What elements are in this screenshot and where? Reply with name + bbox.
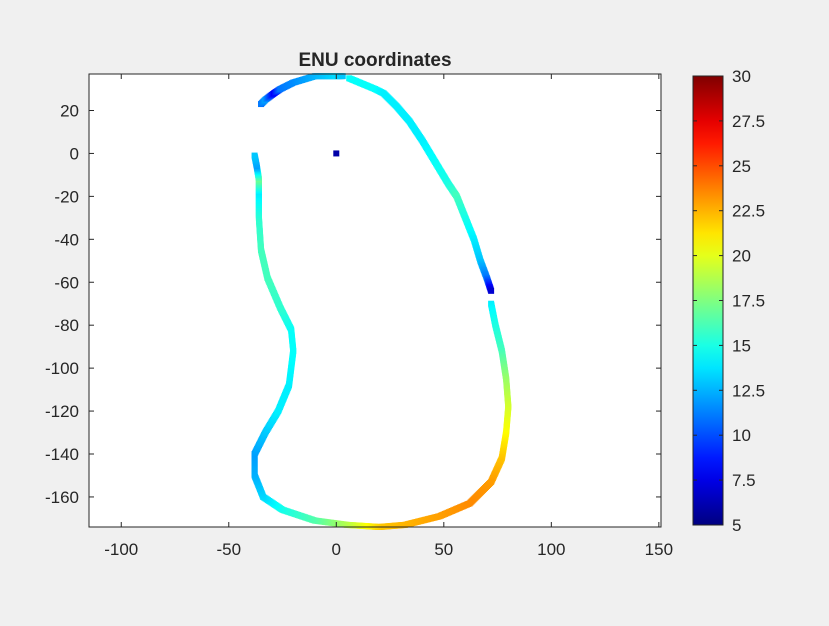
plot-box <box>88 73 662 528</box>
y-axis: 20 0 -20 -40 -60 -80 -100 -120 -140 -160 <box>45 101 661 507</box>
data-marker <box>488 287 495 294</box>
x-tick-label: 0 <box>332 540 341 559</box>
x-tick-label: 150 <box>645 540 673 559</box>
x-axis: -100 -50 0 50 100 150 <box>104 74 673 559</box>
plot-area <box>89 74 661 527</box>
colorbar-tick-label: 12.5 <box>732 381 765 400</box>
y-tick-label: -40 <box>54 230 79 249</box>
y-tick-label: 0 <box>70 144 79 163</box>
x-tick-label: -100 <box>104 540 138 559</box>
y-tick-label: -120 <box>45 402 79 421</box>
colorbar-tick-label: 15 <box>732 336 751 355</box>
colorbar-tick-label: 30 <box>732 67 751 86</box>
colorbar-tick-label: 20 <box>732 247 751 266</box>
data-marker <box>339 73 346 80</box>
colorbar-tick-label: 27.5 <box>732 112 765 131</box>
data-markers <box>251 73 512 530</box>
x-tick-label: 50 <box>434 540 453 559</box>
colorbar-tick-label: 7.5 <box>732 471 756 490</box>
data-marker <box>251 152 258 159</box>
colorbar-ticks: 5 7.5 10 12.5 15 17.5 20 22.5 25 27.5 30 <box>693 67 765 535</box>
y-tick-label: -140 <box>45 445 79 464</box>
colorbar-tick-label: 22.5 <box>732 202 765 221</box>
colorbar-tick-label: 10 <box>732 426 751 445</box>
colorbar-tick-label: 5 <box>732 516 741 535</box>
x-tick-label: 100 <box>537 540 565 559</box>
y-tick-label: -160 <box>45 488 79 507</box>
y-tick-label: 20 <box>60 101 79 120</box>
y-tick-label: -60 <box>54 273 79 292</box>
origin-marker <box>333 150 340 157</box>
chart-title: ENU coordinates <box>298 50 451 71</box>
colorbar-tick-label: 17.5 <box>732 292 765 311</box>
y-tick-label: -20 <box>54 187 79 206</box>
y-tick-label: -100 <box>45 359 79 378</box>
y-tick-label: -80 <box>54 316 79 335</box>
colorbar <box>692 75 724 526</box>
x-tick-label: -50 <box>216 540 241 559</box>
colorbar-tick-label: 25 <box>732 157 751 176</box>
